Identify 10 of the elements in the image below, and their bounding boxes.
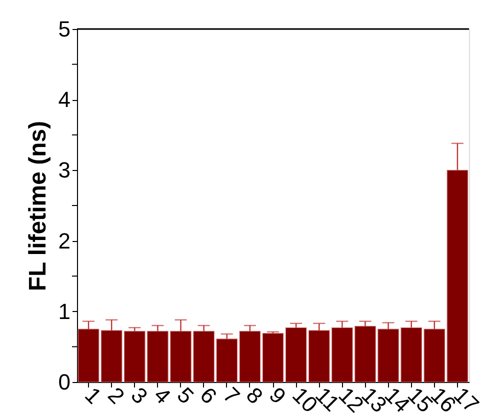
y-tick-label: 0 — [58, 370, 70, 394]
y-tick-label: 4 — [58, 87, 70, 112]
bar — [78, 328, 100, 382]
y-axis-title: FL lifetime (ns) — [24, 120, 52, 292]
y-tick-label: 3 — [58, 158, 70, 183]
y-tick-label: 5 — [58, 16, 70, 42]
bar — [446, 170, 468, 382]
y-tick-label: 2 — [58, 228, 70, 254]
y-tick-label: 1 — [58, 298, 70, 324]
bar — [262, 332, 284, 382]
